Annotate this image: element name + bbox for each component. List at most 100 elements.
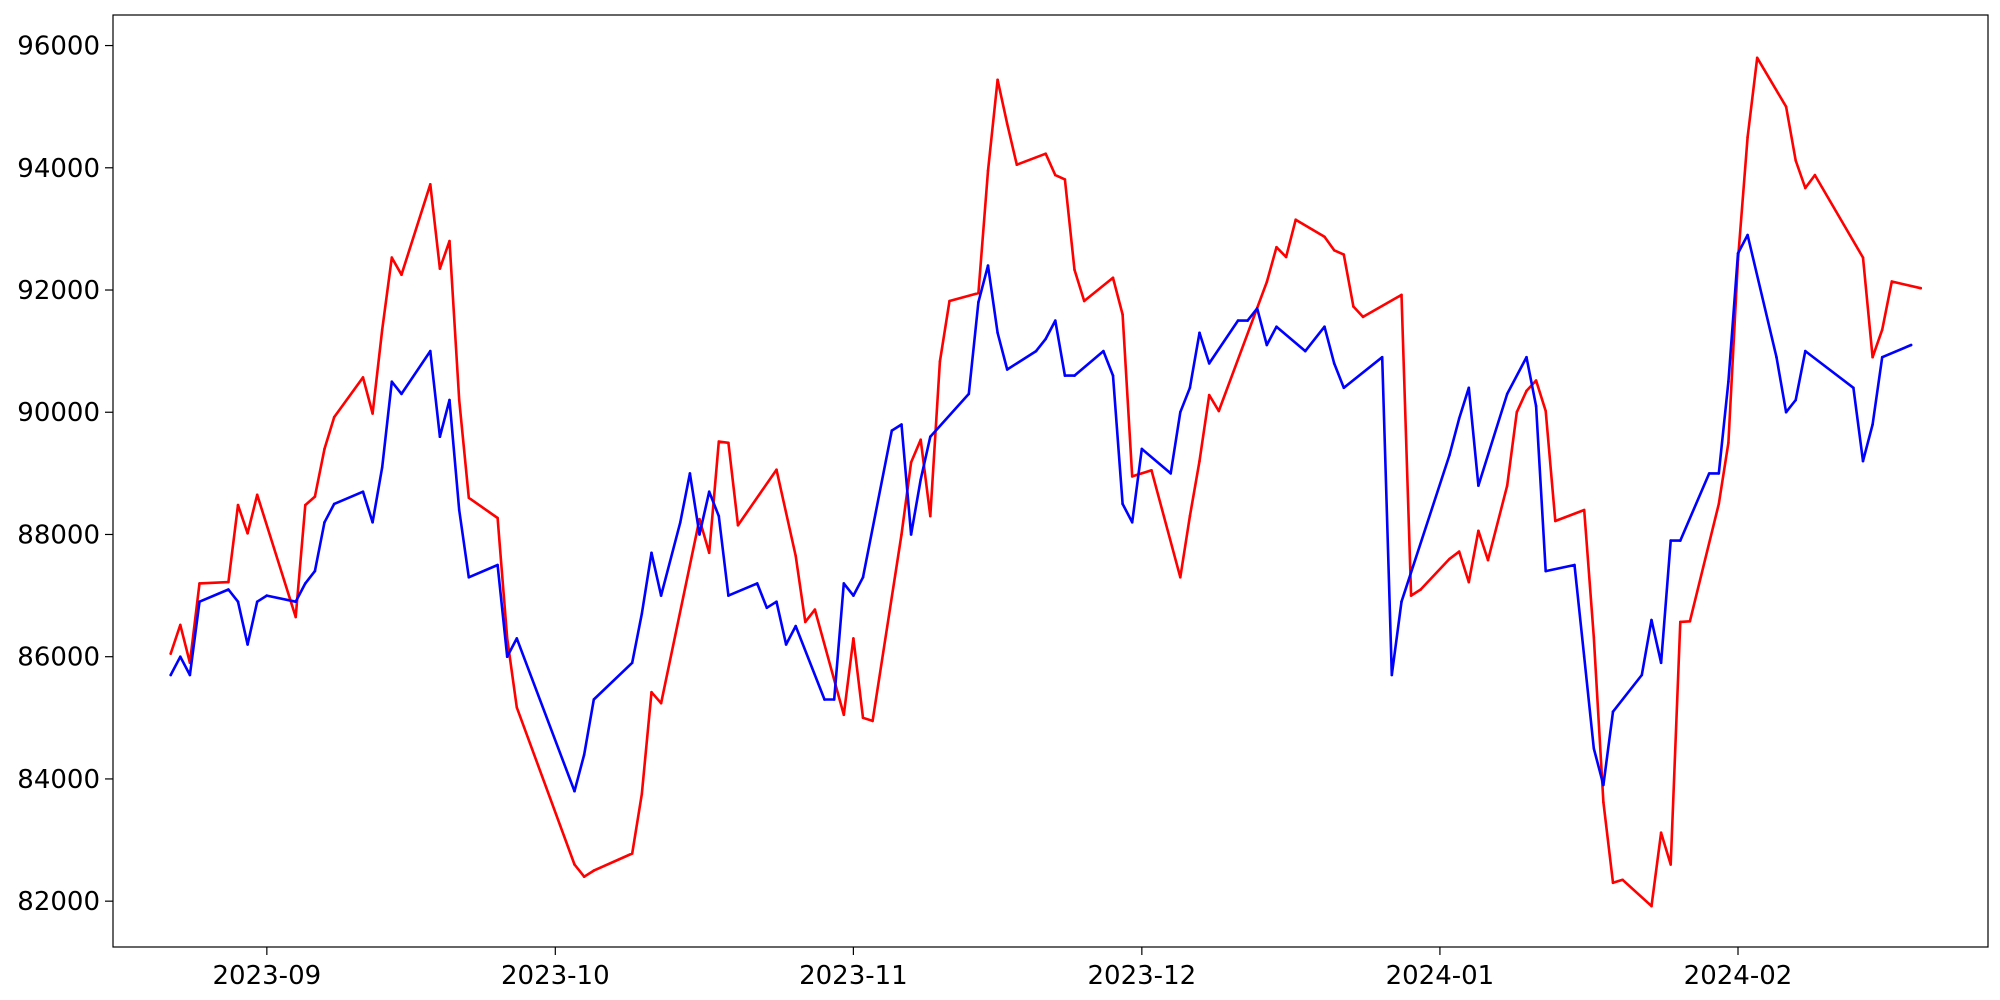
data-point xyxy=(1659,831,1663,834)
data-point xyxy=(765,606,769,610)
data-point xyxy=(698,533,701,536)
data-point xyxy=(967,392,971,396)
data-point xyxy=(380,465,384,469)
data-point xyxy=(1217,409,1221,413)
data-point xyxy=(909,533,913,536)
data-point xyxy=(1361,315,1365,319)
data-point xyxy=(986,264,990,267)
data-point xyxy=(1063,374,1067,377)
data-point xyxy=(1592,747,1596,750)
x-tick-label: 2023-11 xyxy=(799,961,908,991)
data-point xyxy=(842,582,846,585)
data-point xyxy=(919,478,922,481)
data-point xyxy=(929,435,932,439)
x-tick-label: 2023-09 xyxy=(213,961,322,991)
y-tick-label: 90000 xyxy=(17,398,100,428)
data-point xyxy=(1207,393,1211,397)
data-point xyxy=(1121,502,1124,506)
data-point xyxy=(1044,152,1047,155)
y-tick-label: 92000 xyxy=(17,276,100,306)
data-point xyxy=(1467,386,1471,390)
data-point xyxy=(679,521,682,524)
data-point xyxy=(1275,325,1278,329)
y-axis: 82000 84000 86000 88000 90000 92000 94000 96000 xyxy=(17,32,113,917)
data-point xyxy=(1477,484,1480,487)
data-point xyxy=(1179,410,1182,414)
data-point xyxy=(1650,904,1653,908)
data-point xyxy=(390,380,394,384)
data-point xyxy=(1448,557,1451,561)
data-point xyxy=(304,503,307,507)
data-point xyxy=(938,360,942,363)
data-point xyxy=(1198,459,1201,463)
data-point xyxy=(1794,159,1797,162)
data-point xyxy=(996,78,999,82)
data-point xyxy=(1265,280,1269,284)
data-point xyxy=(592,698,596,701)
data-point xyxy=(1140,447,1144,451)
data-point xyxy=(852,594,855,597)
data-point xyxy=(573,863,576,866)
data-point xyxy=(640,612,644,616)
data-point xyxy=(361,376,365,379)
data-point xyxy=(179,655,182,658)
data-point xyxy=(227,588,230,591)
data-point xyxy=(496,516,499,520)
data-point xyxy=(505,655,509,658)
data-point xyxy=(169,652,172,655)
data-point xyxy=(1448,453,1451,457)
data-point xyxy=(1198,331,1201,335)
data-point xyxy=(1457,417,1461,420)
data-point xyxy=(1602,800,1605,804)
data-point xyxy=(717,514,721,518)
data-point xyxy=(929,514,932,518)
data-point xyxy=(294,615,298,619)
data-point xyxy=(640,792,644,796)
data-point xyxy=(255,600,259,603)
data-point xyxy=(1236,319,1240,322)
data-point xyxy=(707,551,711,555)
data-point xyxy=(236,503,240,507)
data-point xyxy=(1784,410,1788,414)
data-point xyxy=(650,690,653,694)
data-point xyxy=(1352,305,1355,308)
data-point xyxy=(688,472,692,475)
data-point xyxy=(1534,404,1538,408)
data-point xyxy=(361,490,365,494)
data-point xyxy=(919,438,922,442)
data-point xyxy=(457,508,461,512)
data-point xyxy=(832,698,836,701)
data-point xyxy=(246,532,249,535)
data-point xyxy=(371,521,374,524)
data-point xyxy=(1794,398,1797,402)
data-point xyxy=(842,713,846,717)
data-point xyxy=(1515,410,1519,414)
data-point xyxy=(323,521,326,524)
data-point xyxy=(1775,355,1778,359)
data-point xyxy=(1207,362,1211,365)
data-point xyxy=(198,600,201,603)
data-point xyxy=(900,533,903,536)
data-point xyxy=(1717,472,1721,475)
data-point xyxy=(1188,514,1192,518)
data-point xyxy=(573,789,576,793)
data-point xyxy=(630,852,634,855)
data-point xyxy=(1102,349,1105,353)
data-point xyxy=(698,517,701,521)
data-point xyxy=(1477,529,1480,533)
data-point xyxy=(996,331,999,335)
data-point xyxy=(1082,299,1086,303)
data-point xyxy=(1650,618,1653,622)
data-point xyxy=(1554,519,1557,523)
data-point xyxy=(448,398,451,402)
data-point xyxy=(1602,783,1605,787)
data-point xyxy=(1669,539,1672,542)
data-point xyxy=(794,554,797,558)
data-point xyxy=(1284,255,1288,259)
data-point xyxy=(861,716,865,720)
data-point xyxy=(1813,173,1817,177)
data-point xyxy=(1332,362,1336,365)
data-point xyxy=(371,412,374,415)
data-point xyxy=(1073,374,1076,377)
